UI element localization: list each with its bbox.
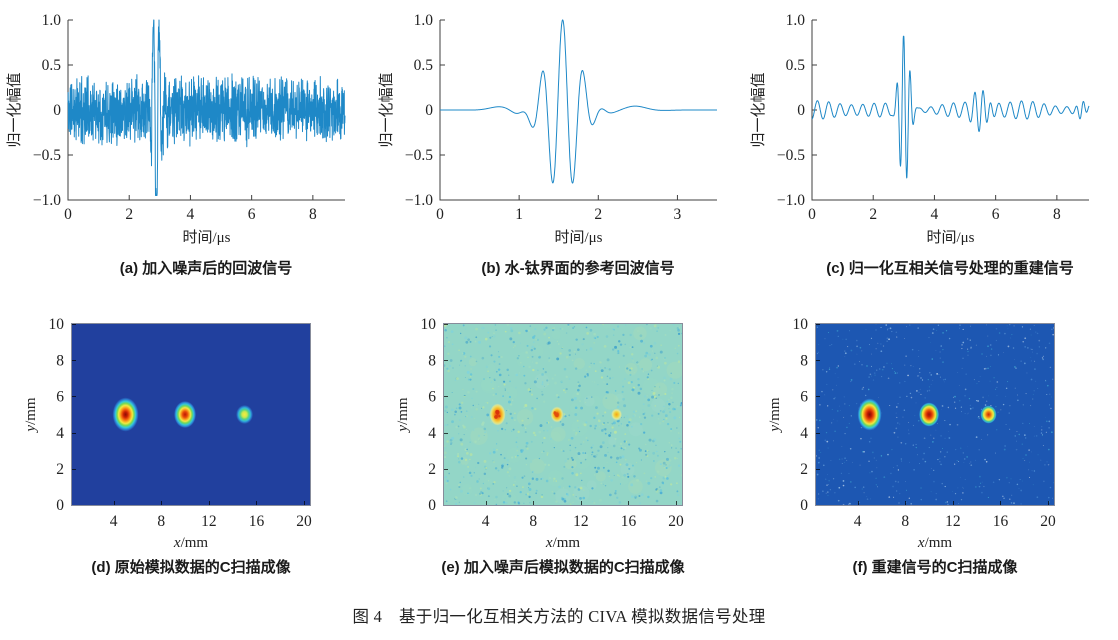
y-tick-label: 0.5 — [786, 57, 806, 74]
cscan-row: 0 2 4 6 8 10 4 8 12 16 20 y/mm x/mm (d) 原始模拟数据的C扫描成像… — [0, 288, 1116, 582]
y-tick-label: 10 — [49, 316, 65, 333]
subcaption-b: (b) 水-钛界面的参考回波信号 — [481, 260, 675, 277]
y-tick-label: 6 — [428, 389, 436, 406]
x-tick-label: 1 — [515, 206, 523, 223]
cscan-image-e — [443, 323, 683, 506]
x-tick-label: 4 — [187, 206, 195, 223]
panel-b: 1.0 0.5 0 −0.5 −1.0 0 1 2 3 归一化幅值 时间/μs (b) 水-钛界面的… — [372, 0, 744, 288]
y-tick-label: 0.5 — [42, 57, 62, 74]
x-tick-label: 0 — [436, 206, 444, 223]
y-tick-label: 10 — [421, 316, 437, 333]
x-axis-label: 时间/μs — [554, 229, 602, 246]
figure-caption: 图 4 基于归一化互相关方法的 CIVA 模拟数据信号处理 — [352, 607, 766, 626]
y-tick-label: 0.5 — [414, 57, 434, 74]
y-tick-label: 2 — [56, 461, 64, 478]
y-tick-label: 6 — [56, 389, 64, 406]
x-tick-label: 20 — [296, 513, 312, 530]
x-tick-label: 2 — [869, 206, 877, 223]
x-tick-label: 16 — [621, 513, 637, 530]
x-tick-label: 2 — [594, 206, 602, 223]
x-tick-label: 2 — [125, 206, 133, 223]
subcaption-f: (f) 重建信号的C扫描成像 — [852, 559, 1018, 576]
x-tick-label: 8 — [901, 513, 909, 530]
signal-trace — [439, 19, 718, 184]
x-tick-label: 4 — [931, 206, 939, 223]
y-tick-label: 1.0 — [786, 12, 806, 29]
x-axis-label: x/mm — [173, 535, 209, 551]
x-axis-label: 时间/μs — [926, 229, 974, 246]
y-axis-label: y/mm — [23, 397, 39, 434]
cscan-image-d — [71, 323, 311, 506]
panel-c: 1.0 0.5 0 −0.5 −1.0 0 2 4 6 8 归一化幅值 时间/μs (c) 归一化互相… — [744, 0, 1116, 288]
y-tick-label: 10 — [793, 316, 809, 333]
y-axis-label: 归一化幅值 — [750, 72, 767, 147]
y-tick-label: 0 — [53, 102, 61, 119]
x-tick-label: 4 — [110, 513, 118, 530]
x-tick-label: 6 — [248, 206, 256, 223]
y-tick-label: 1.0 — [414, 12, 434, 29]
y-tick-label: 0 — [425, 102, 433, 119]
panel-e: 0 2 4 6 8 10 4 8 12 16 20 y/mm x/mm (e) 加入噪声后模拟数据的C扫… — [372, 288, 744, 582]
y-tick-label: 6 — [800, 389, 808, 406]
subcaption-c: (c) 归一化互相关信号处理的重建信号 — [826, 260, 1074, 277]
y-tick-label: 4 — [800, 425, 808, 442]
x-tick-label: 8 — [1053, 206, 1061, 223]
x-tick-label: 0 — [64, 206, 72, 223]
x-tick-label: 20 — [668, 513, 684, 530]
x-axis-label: 时间/μs — [182, 229, 230, 246]
x-tick-label: 12 — [201, 513, 217, 530]
x-tick-label: 3 — [674, 206, 682, 223]
x-tick-label: 0 — [808, 206, 816, 223]
y-axis-label: 归一化幅值 — [378, 72, 395, 147]
panel-f: 0 2 4 6 8 10 4 8 12 16 20 y/mm x/mm (f) 重建信号的C扫描成像 — [744, 288, 1116, 582]
subcaption-e: (e) 加入噪声后模拟数据的C扫描成像 — [441, 559, 685, 576]
signal-trace — [67, 19, 346, 196]
y-tick-label: −0.5 — [777, 147, 805, 164]
y-tick-label: 0 — [797, 102, 805, 119]
x-tick-label: 4 — [482, 513, 490, 530]
x-tick-label: 6 — [992, 206, 1000, 223]
subcaption-d: (d) 原始模拟数据的C扫描成像 — [91, 559, 291, 576]
y-tick-label: 0 — [56, 497, 64, 514]
x-axis-label: x/mm — [545, 535, 581, 551]
x-tick-label: 20 — [1040, 513, 1056, 530]
x-tick-label: 16 — [993, 513, 1009, 530]
x-tick-label: 12 — [573, 513, 589, 530]
y-tick-label: 8 — [800, 352, 808, 369]
y-tick-label: −1.0 — [405, 192, 433, 209]
cscan-image-f — [815, 323, 1055, 506]
subcaption-a: (a) 加入噪声后的回波信号 — [119, 260, 293, 277]
waveform-row: 1.0 0.5 0 −0.5 −1.0 0 2 4 6 8 归一化幅值 时间/μs (a) 加入噪声后… — [0, 0, 1116, 288]
panel-d: 0 2 4 6 8 10 4 8 12 16 20 y/mm x/mm (d) 原始模拟数据的C扫描成像 — [0, 288, 372, 582]
x-tick-label: 16 — [249, 513, 265, 530]
y-axis-label: 归一化幅值 — [6, 72, 23, 147]
y-axis-label: y/mm — [395, 397, 411, 434]
y-tick-label: 2 — [800, 461, 808, 478]
x-axis-label: x/mm — [917, 535, 953, 551]
x-tick-label: 8 — [309, 206, 317, 223]
x-tick-label: 8 — [157, 513, 165, 530]
panel-a: 1.0 0.5 0 −0.5 −1.0 0 2 4 6 8 归一化幅值 时间/μs (a) 加入噪声后… — [0, 0, 372, 288]
y-tick-label: 8 — [428, 352, 436, 369]
y-tick-label: −1.0 — [33, 192, 61, 209]
x-tick-label: 8 — [529, 513, 537, 530]
y-tick-label: 1.0 — [42, 12, 62, 29]
signal-trace — [811, 35, 1090, 179]
y-tick-label: −1.0 — [777, 192, 805, 209]
y-axis-label: y/mm — [767, 397, 783, 434]
y-tick-label: −0.5 — [405, 147, 433, 164]
y-tick-label: 4 — [428, 425, 436, 442]
y-tick-label: 2 — [428, 461, 436, 478]
y-tick-label: 0 — [428, 497, 436, 514]
y-tick-label: 8 — [56, 352, 64, 369]
x-tick-label: 12 — [945, 513, 961, 530]
y-tick-label: −0.5 — [33, 147, 61, 164]
x-tick-label: 4 — [854, 513, 862, 530]
y-tick-label: 4 — [56, 425, 64, 442]
y-tick-label: 0 — [800, 497, 808, 514]
